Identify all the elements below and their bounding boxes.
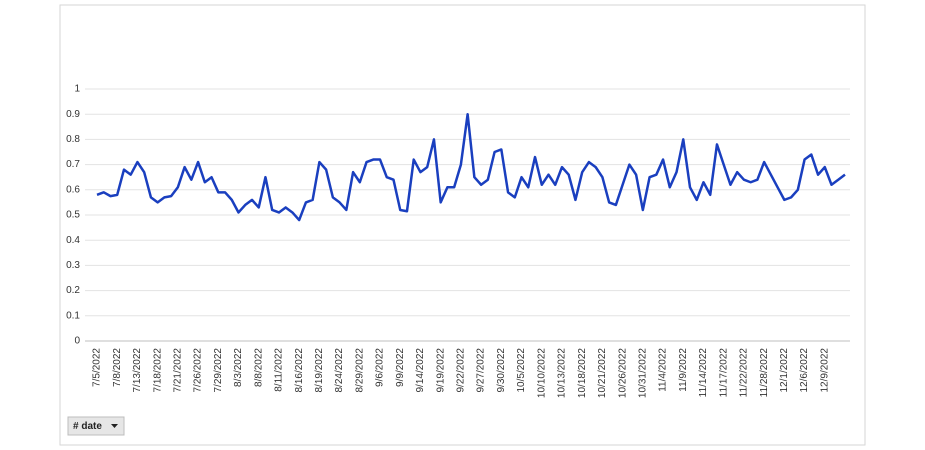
x-tick-label: 7/8/2022 — [112, 348, 123, 387]
x-tick-label: 9/6/2022 — [375, 348, 386, 387]
x-tick-label: 12/9/2022 — [819, 348, 830, 393]
x-tick-label: 8/19/2022 — [314, 348, 325, 393]
x-tick-label: 8/24/2022 — [334, 348, 345, 393]
x-tick-label: 11/17/2022 — [718, 348, 729, 398]
y-tick-label: 0.9 — [66, 109, 80, 120]
x-tick-label: 12/1/2022 — [779, 348, 790, 393]
x-tick-label: 10/10/2022 — [536, 348, 547, 398]
x-tick-label: 7/13/2022 — [132, 348, 143, 393]
x-tick-label: 10/21/2022 — [597, 348, 608, 398]
x-tick-label: 11/9/2022 — [678, 348, 689, 392]
x-tick-label: 8/16/2022 — [294, 348, 305, 393]
x-tick-label: 10/13/2022 — [557, 348, 568, 398]
x-tick-label: 10/26/2022 — [617, 348, 628, 398]
y-tick-label: 0.2 — [66, 285, 80, 296]
x-tick-label: 7/18/2022 — [152, 348, 163, 393]
x-tick-label: 11/4/2022 — [658, 348, 669, 392]
y-tick-label: 0.1 — [66, 310, 80, 321]
x-tick-label: 11/22/2022 — [739, 348, 750, 398]
dropdown-arrow[interactable] — [111, 424, 118, 428]
x-tick-label: 9/30/2022 — [496, 348, 507, 393]
x-tick-label: 9/27/2022 — [476, 348, 487, 393]
y-tick-label: 0.8 — [66, 134, 80, 145]
x-tick-label: 9/19/2022 — [435, 348, 446, 393]
x-tick-label: 8/11/2022 — [274, 348, 285, 392]
field-button[interactable]: # date — [67, 416, 125, 436]
x-tick-label: 10/18/2022 — [577, 348, 588, 398]
x-tick-label: 8/3/2022 — [233, 348, 244, 387]
x-tick-label: 11/14/2022 — [698, 348, 709, 398]
y-tick-label: 0.6 — [66, 184, 80, 195]
data-line — [96, 112, 846, 222]
x-tick-label: 9/22/2022 — [456, 348, 467, 393]
y-tick-label: 0.5 — [66, 210, 80, 221]
y-tick-label: 0.4 — [66, 235, 80, 246]
x-tick-label: 7/29/2022 — [213, 348, 224, 393]
x-tick-label: 9/9/2022 — [395, 348, 406, 387]
x-tick-label: 7/26/2022 — [193, 348, 204, 393]
x-tick-label: 8/8/2022 — [253, 348, 264, 387]
x-tick-label: 7/21/2022 — [173, 348, 184, 393]
y-tick-label: 1 — [74, 84, 80, 95]
x-tick-label: 10/31/2022 — [637, 348, 648, 398]
field-button-box[interactable] — [67, 416, 125, 436]
x-tick-label: 10/5/2022 — [516, 348, 527, 393]
x-tick-label: 11/28/2022 — [759, 348, 770, 398]
y-tick-label: 0 — [74, 336, 80, 347]
x-tick-label: 12/6/2022 — [799, 348, 810, 393]
x-tick-label: 9/14/2022 — [415, 348, 426, 393]
x-tick-label: 8/29/2022 — [354, 348, 365, 393]
y-tick-label: 0.3 — [66, 260, 80, 271]
chart-frame — [59, 4, 866, 446]
y-tick-label: 0.7 — [66, 159, 80, 170]
field-button-label[interactable]: # date — [73, 421, 102, 432]
x-tick-label: 7/5/2022 — [92, 348, 103, 387]
